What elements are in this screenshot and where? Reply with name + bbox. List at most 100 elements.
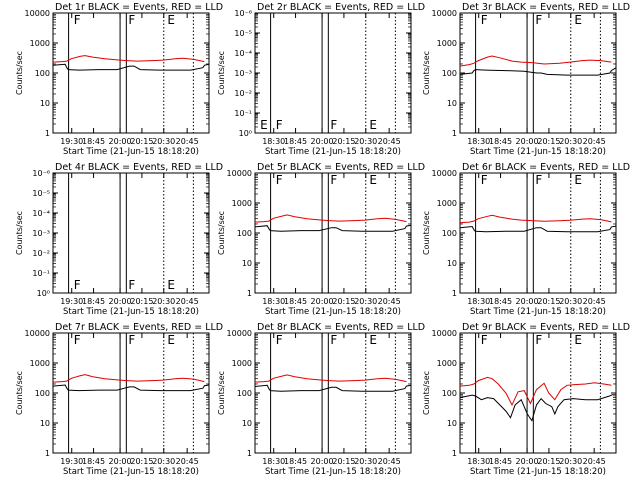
x-tick-label: 19:30: [60, 137, 83, 146]
x-axis-label: Start Time (21-Jun-15 18:18:20): [265, 147, 401, 157]
panel-det-7: Det 7r BLACK = Events, RED = LLD Start Ti…: [15, 322, 223, 477]
y-tick-label: 10000: [227, 169, 252, 178]
panel-det-3: Det 3r BLACK = Events, RED = LLD Start Ti…: [422, 2, 630, 157]
y-tick-label: 10000: [432, 329, 457, 338]
series-events-line: [459, 67, 617, 76]
event-marker-label: F: [128, 278, 135, 292]
panel-title: Det 8r BLACK = Events, RED = LLD: [257, 322, 425, 333]
x-tick-label: 20:00: [516, 297, 539, 306]
x-tick-label: 20:45: [583, 457, 606, 466]
x-tick-label: 20:30: [152, 137, 175, 146]
y-tick-label: 100: [35, 389, 50, 398]
event-marker-label: F: [128, 13, 135, 27]
y-tick-label: 1000: [232, 359, 252, 368]
x-tick-label: 18:30: [262, 297, 285, 306]
event-marker-label: E: [369, 118, 377, 132]
y-tick-label: 1: [452, 449, 457, 458]
y-tick-label: 10⁰: [239, 129, 252, 138]
series-events-line: [459, 393, 614, 422]
x-tick-label: 20:30: [559, 137, 582, 146]
x-tick-label: 18:30: [467, 137, 490, 146]
y-axis-label: Counts/sec: [15, 51, 24, 95]
y-tick-label: 10⁻²: [234, 89, 252, 98]
event-marker-label: F: [330, 333, 337, 347]
y-axis-label: Counts/sec: [217, 211, 226, 255]
x-tick-label: 18:30: [467, 457, 490, 466]
panel-det-6: Det 6r BLACK = Events, RED = LLD Start Ti…: [422, 162, 630, 317]
y-tick-label: 10⁰: [37, 289, 50, 298]
event-marker-label: F: [74, 333, 81, 347]
series-lld-line: [459, 55, 612, 67]
series-events-line: [52, 384, 210, 392]
event-marker-label: F: [276, 173, 283, 187]
x-tick-label: 20:30: [559, 457, 582, 466]
x-axis-label: Start Time (21-Jun-15 18:18:20): [265, 307, 401, 317]
y-tick-label: 1000: [232, 199, 252, 208]
y-tick-label: 1: [45, 129, 50, 138]
event-marker-label: F: [276, 333, 283, 347]
plot-frame: [459, 172, 617, 294]
y-tick-label: 100: [35, 69, 50, 78]
x-tick-label: 20:00: [109, 137, 132, 146]
series-lld-line: [254, 214, 407, 223]
x-axis-label: Start Time (21-Jun-15 18:18:20): [470, 467, 606, 477]
y-tick-label: 1: [45, 449, 50, 458]
y-axis-label: Counts/sec: [422, 51, 431, 95]
y-axis-label: Counts/sec: [422, 211, 431, 255]
y-tick-label: 10000: [432, 9, 457, 18]
x-axis-label: Start Time (21-Jun-15 18:18:20): [63, 147, 199, 157]
x-tick-label: 20:30: [354, 137, 377, 146]
event-marker-label: E: [574, 173, 582, 187]
x-tick-label: 20:45: [583, 137, 606, 146]
series-events-line: [459, 225, 617, 233]
y-axis-label: Counts/sec: [15, 371, 24, 415]
x-tick-label: 18:30: [262, 457, 285, 466]
y-tick-label: 10000: [25, 329, 50, 338]
y-tick-label: 10⁻⁴: [32, 209, 50, 218]
panel-title: Det 6r BLACK = Events, RED = LLD: [462, 162, 630, 173]
x-tick-label: 20:15: [332, 457, 355, 466]
series-lld-line: [52, 374, 205, 383]
x-tick-label: 20:15: [130, 297, 153, 306]
x-tick-label: 20:00: [516, 457, 539, 466]
y-tick-label: 100: [442, 229, 457, 238]
event-marker-label: E: [167, 333, 175, 347]
y-tick-label: 1: [247, 449, 252, 458]
panel-det-5: Det 5r BLACK = Events, RED = LLD Start Ti…: [217, 162, 425, 317]
panel-title: Det 3r BLACK = Events, RED = LLD: [462, 2, 630, 13]
y-tick-label: 10: [242, 419, 252, 428]
event-marker-label: F: [74, 278, 81, 292]
x-axis-label: Start Time (21-Jun-15 18:18:20): [265, 467, 401, 477]
event-marker-label: E: [574, 13, 582, 27]
plot-frame: [459, 332, 617, 454]
x-tick-label: 20:00: [109, 297, 132, 306]
x-tick-label: 18:30: [467, 297, 490, 306]
y-tick-label: 100: [442, 69, 457, 78]
y-tick-label: 10: [447, 259, 457, 268]
y-tick-label: 10: [447, 99, 457, 108]
x-tick-label: 20:30: [152, 297, 175, 306]
x-tick-label: 18:45: [489, 137, 512, 146]
y-axis-label: Counts/sec: [422, 371, 431, 415]
series-lld-line: [459, 214, 612, 224]
y-tick-label: 100: [237, 389, 252, 398]
x-tick-label: 20:15: [332, 137, 355, 146]
plot-frame: [52, 332, 210, 454]
event-marker-label: E: [369, 173, 377, 187]
event-marker-label: F: [481, 173, 488, 187]
panel-det-2: Det 2r BLACK = Events, RED = LLD Start Ti…: [217, 2, 425, 157]
x-tick-label: 20:30: [152, 457, 175, 466]
y-tick-label: 10⁻⁵: [32, 189, 50, 198]
plot-frame: [52, 172, 210, 294]
y-tick-label: 10⁻⁴: [234, 49, 252, 58]
x-tick-label: 20:00: [516, 137, 539, 146]
event-marker-label: F: [330, 118, 337, 132]
x-tick-label: 20:45: [176, 137, 199, 146]
x-tick-label: 20:15: [537, 137, 560, 146]
x-tick-label: 20:15: [537, 457, 560, 466]
plot-frame: [254, 332, 412, 454]
event-marker-label: E: [167, 13, 175, 27]
event-marker-label: F: [330, 173, 337, 187]
event-marker-label: F: [481, 333, 488, 347]
x-tick-label: 18:45: [82, 457, 105, 466]
